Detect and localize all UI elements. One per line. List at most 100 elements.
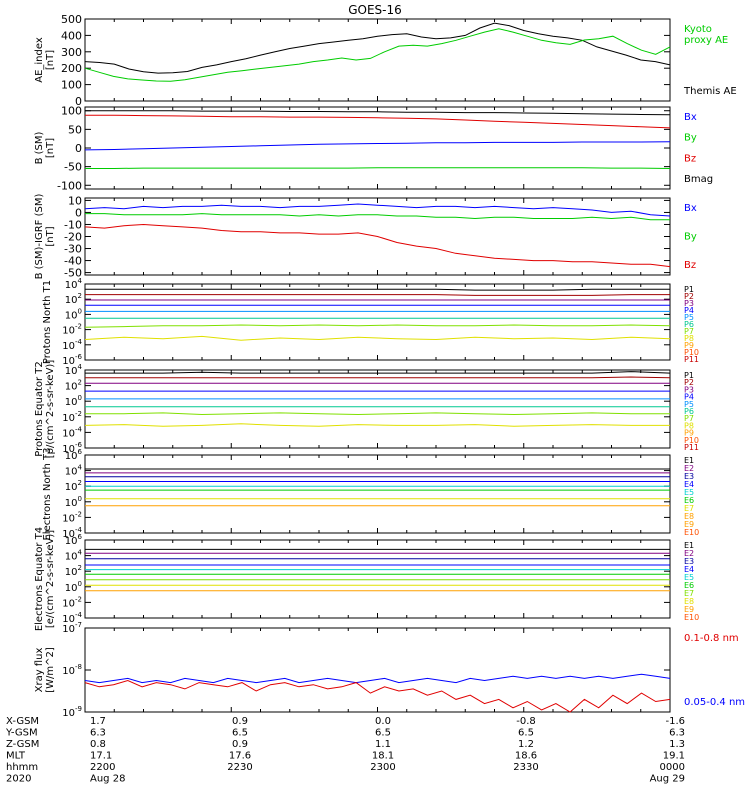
legend-e10: E10 bbox=[684, 528, 699, 537]
y-tick-label: 104 bbox=[65, 277, 83, 291]
footer-value: 18.6 bbox=[515, 751, 537, 762]
footer-value: Aug 29 bbox=[650, 774, 685, 785]
legend-label: P4 bbox=[684, 393, 694, 402]
series-0-05-0-4-nm bbox=[84, 673, 671, 684]
legend-label: Bz bbox=[684, 153, 696, 164]
tick-exponent: -6 bbox=[75, 353, 83, 361]
tick-exponent: 0 bbox=[78, 394, 82, 402]
legend-label: E3 bbox=[684, 557, 694, 566]
legend-p7: P7 bbox=[684, 327, 694, 336]
legend-p3: P3 bbox=[684, 299, 694, 308]
tick-exponent: 4 bbox=[78, 549, 83, 557]
legend-p8: P8 bbox=[684, 334, 694, 343]
y-tick-label: 10-4 bbox=[62, 611, 82, 625]
tick-exponent: -6 bbox=[75, 441, 83, 449]
legend-p9: P9 bbox=[684, 341, 694, 350]
footer-value: 1.3 bbox=[669, 739, 685, 750]
tick-base: 10 bbox=[65, 467, 78, 478]
y-tick-label: 200 bbox=[61, 62, 82, 75]
y-tick-label: 500 bbox=[61, 13, 82, 26]
legend-label: proxy AE bbox=[684, 35, 728, 46]
tick-base: 10 bbox=[62, 666, 75, 677]
tick-base: 10 bbox=[62, 326, 75, 337]
legend-label: E9 bbox=[684, 520, 694, 529]
legend-label: E10 bbox=[684, 613, 699, 622]
legend-e8: E8 bbox=[684, 597, 694, 606]
tick-base: 10 bbox=[62, 708, 75, 719]
footer-value: 6.5 bbox=[232, 728, 248, 739]
legend-label: E8 bbox=[684, 597, 694, 606]
legend-p8: P8 bbox=[684, 421, 694, 430]
series-p2 bbox=[85, 376, 671, 379]
y-tick-label: 106 bbox=[65, 533, 83, 547]
legend-e1: E1 bbox=[684, 541, 694, 550]
legend-p7: P7 bbox=[684, 414, 694, 423]
tick-base: 10 bbox=[62, 513, 75, 524]
y-tick-label: 50 bbox=[68, 123, 82, 136]
footer-label: X-GSM bbox=[6, 716, 39, 727]
tick-exponent: -4 bbox=[75, 338, 83, 346]
legend-label: P1 bbox=[684, 285, 694, 294]
series-bx bbox=[84, 203, 671, 217]
series-p8 bbox=[84, 423, 670, 427]
legend-label: P4 bbox=[684, 306, 694, 315]
y-axis-title: Protons North T1 bbox=[42, 280, 53, 364]
tick-base: 10 bbox=[62, 598, 75, 609]
legend-label: By bbox=[684, 232, 697, 243]
legend-label: E5 bbox=[684, 573, 694, 582]
legend-label: E4 bbox=[684, 480, 694, 489]
y-tick-label: 0 bbox=[75, 142, 82, 155]
legend-e1: E1 bbox=[684, 456, 694, 465]
y-axis-title: Electrons North T3 bbox=[42, 447, 53, 540]
y-axis-title: Xray flux[W/m^2] bbox=[34, 647, 56, 693]
y-axis-title-line: Protons North T1 bbox=[42, 280, 53, 364]
legend-label: By bbox=[684, 133, 697, 144]
legend-p10: P10 bbox=[684, 436, 699, 445]
y-tick-label: 400 bbox=[61, 29, 82, 42]
panel-frame bbox=[84, 627, 671, 713]
tick-exponent: -2 bbox=[75, 510, 82, 518]
series-by bbox=[85, 167, 671, 169]
y-axis-title-line: [nT] bbox=[45, 138, 56, 158]
y-tick-label: 10-2 bbox=[62, 510, 82, 524]
legend-label: E1 bbox=[684, 456, 694, 465]
legend-label: P11 bbox=[684, 355, 699, 364]
figure-title: GOES-16 bbox=[348, 3, 402, 17]
legend-e5: E5 bbox=[684, 573, 694, 582]
series-0-1-0-8-nm bbox=[84, 679, 671, 713]
tick-exponent: -7 bbox=[75, 621, 82, 629]
y-axis-title-line: B (SM) bbox=[34, 131, 45, 164]
legend-label: E7 bbox=[684, 504, 694, 513]
tick-exponent: 0 bbox=[78, 495, 82, 503]
legend-label: E9 bbox=[684, 605, 694, 614]
footer-value: 0.9 bbox=[232, 739, 248, 750]
legend-p6: P6 bbox=[684, 407, 694, 416]
series-p7 bbox=[84, 324, 671, 328]
footer-value: 6.5 bbox=[375, 728, 391, 739]
tick-exponent: -2 bbox=[75, 595, 82, 603]
legend-label: P8 bbox=[684, 334, 694, 343]
footer-value: 0.8 bbox=[90, 739, 106, 750]
y-tick-label: -50 bbox=[64, 267, 82, 280]
tick-exponent: -9 bbox=[75, 705, 82, 713]
legend-p5: P5 bbox=[684, 400, 694, 409]
footer-label: MLT bbox=[6, 751, 26, 762]
y-tick-label: 104 bbox=[65, 549, 83, 563]
footer-value: 18.1 bbox=[372, 751, 394, 762]
legend-label: P9 bbox=[684, 341, 694, 350]
legend-e3: E3 bbox=[684, 472, 694, 481]
y-axis-title-line: Xray flux bbox=[34, 648, 45, 693]
tick-exponent: 2 bbox=[78, 564, 82, 572]
legend-label: Bx bbox=[684, 203, 697, 214]
legend-label: P11 bbox=[684, 443, 699, 452]
legend-label: Themis AE bbox=[683, 86, 737, 97]
y-tick-label: 102 bbox=[65, 292, 82, 306]
tick-exponent: -4 bbox=[75, 425, 83, 433]
legend-p11: P11 bbox=[684, 443, 699, 452]
legend-label: P2 bbox=[684, 378, 694, 387]
